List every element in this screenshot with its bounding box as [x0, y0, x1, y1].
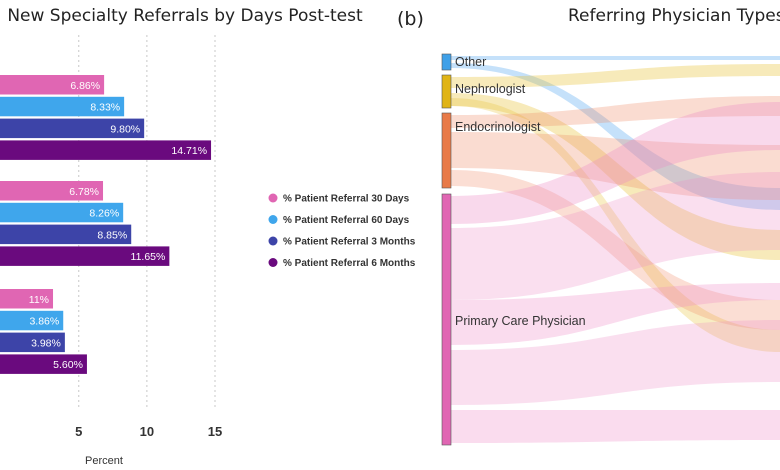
bar-value-label: 6.86%	[70, 80, 100, 92]
legend-label: % Patient Referral 6 Months	[283, 258, 416, 269]
bar-value-label: 11%	[29, 294, 49, 306]
x-tick-label: 10	[140, 424, 154, 439]
legend-marker	[268, 193, 278, 203]
legend-marker	[268, 258, 278, 267]
bar-value-label: 8.33%	[90, 102, 120, 114]
sankey-flow	[451, 172, 780, 300]
bar	[0, 118, 145, 139]
bar-value-label: 5.60%	[53, 359, 83, 371]
sankey-flow	[451, 56, 780, 60]
bar	[0, 246, 170, 266]
sankey-flow	[451, 93, 780, 260]
bar	[0, 310, 64, 331]
bar	[0, 224, 132, 245]
sankey-flow	[451, 64, 780, 88]
bar-value-label: 3.86%	[29, 316, 59, 328]
bar	[0, 289, 54, 309]
sankey-flow	[451, 96, 780, 128]
referral-bar-chart: 6.86% 6.78% 11% 8.33% 8.26% 3.86% 9.80% 8.85% 3.…	[0, 35, 416, 467]
sankey-node	[441, 193, 452, 446]
sankey-flow	[451, 410, 780, 443]
bar	[0, 332, 65, 353]
sankey-node-label: Other	[455, 55, 486, 69]
bar-value-label: 8.85%	[97, 229, 127, 241]
bar-value-label: 14.71%	[171, 145, 207, 157]
legend-marker	[268, 215, 278, 224]
legend-label: % Patient Referral 30 Days	[283, 194, 410, 205]
sankey-flow	[451, 102, 780, 224]
bar	[0, 202, 124, 223]
legend-label: % Patient Referral 3 Months	[283, 237, 416, 248]
sankey-flow	[451, 283, 780, 345]
legend-label: % Patient Referral 60 Days	[283, 215, 410, 226]
sankey-flow	[451, 63, 780, 210]
x-axis-label: Percent	[85, 455, 123, 467]
sankey-node	[441, 74, 452, 109]
bar-value-label: 3.98%	[31, 337, 61, 349]
legend-marker	[268, 236, 278, 246]
x-tick-label: 15	[208, 424, 222, 439]
sankey-flow	[451, 170, 780, 330]
bar	[0, 140, 212, 160]
referring-physician-sankey: Other Nephrologist Endocrinologist Primary …	[441, 53, 780, 446]
x-tick-label: 5	[75, 424, 82, 439]
bar-value-label: 8.26%	[89, 208, 119, 220]
sankey-flow	[451, 320, 780, 405]
bar-value-label: 6.78%	[69, 186, 99, 198]
panel-b-label: (b)	[397, 8, 424, 30]
sankey-node	[441, 53, 452, 71]
sankey-node-label: Primary Care Physician	[455, 314, 586, 328]
bar-value-label: 9.80%	[110, 123, 140, 135]
sankey-node-label: Nephrologist	[455, 82, 526, 96]
sankey-node	[441, 112, 452, 189]
bar	[0, 181, 104, 201]
sankey-node-label: Endocrinologist	[455, 120, 541, 134]
bar	[0, 96, 125, 117]
panel-b-title: Referring Physician Types	[568, 6, 780, 26]
sankey-flow	[451, 132, 780, 200]
bar-value-label: 11.65%	[131, 251, 166, 263]
panel-a-title: New Specialty Referrals by Days Post-tes…	[7, 6, 363, 26]
sankey-flow	[451, 98, 780, 352]
bar	[0, 354, 87, 374]
bar	[0, 75, 105, 95]
